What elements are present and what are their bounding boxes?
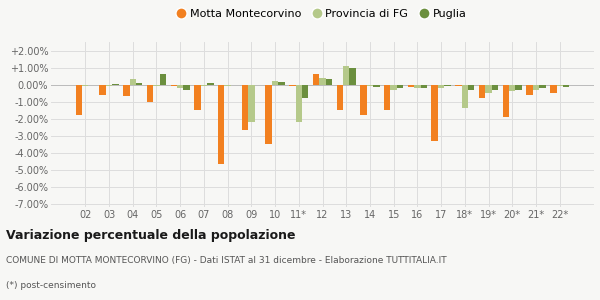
- Bar: [349, 68, 356, 85]
- Bar: [278, 82, 284, 85]
- Bar: [296, 85, 302, 122]
- Bar: [160, 74, 166, 85]
- Bar: [82, 85, 88, 86]
- Bar: [272, 81, 278, 85]
- Text: Variazione percentuale della popolazione: Variazione percentuale della popolazione: [6, 230, 296, 242]
- Bar: [431, 85, 438, 141]
- Bar: [136, 83, 142, 85]
- Bar: [479, 85, 485, 98]
- Bar: [242, 85, 248, 130]
- Bar: [408, 85, 414, 87]
- Bar: [384, 85, 391, 110]
- Bar: [100, 85, 106, 95]
- Bar: [207, 83, 214, 85]
- Bar: [563, 85, 569, 87]
- Bar: [200, 85, 207, 86]
- Bar: [194, 85, 200, 110]
- Bar: [509, 85, 515, 91]
- Bar: [414, 85, 421, 88]
- Bar: [289, 85, 296, 86]
- Bar: [254, 85, 261, 86]
- Bar: [515, 85, 522, 90]
- Bar: [533, 85, 539, 90]
- Bar: [184, 85, 190, 90]
- Text: (*) post-censimento: (*) post-censimento: [6, 280, 96, 290]
- Bar: [153, 85, 160, 86]
- Bar: [224, 85, 231, 86]
- Bar: [130, 80, 136, 85]
- Bar: [313, 74, 319, 85]
- Bar: [526, 85, 533, 95]
- Bar: [326, 80, 332, 85]
- Bar: [445, 85, 451, 86]
- Bar: [88, 85, 95, 86]
- Bar: [421, 85, 427, 88]
- Bar: [397, 85, 403, 88]
- Bar: [492, 85, 498, 90]
- Bar: [337, 85, 343, 110]
- Legend: Motta Montecorvino, Provincia di FG, Puglia: Motta Montecorvino, Provincia di FG, Pug…: [176, 6, 469, 21]
- Bar: [112, 84, 119, 85]
- Bar: [455, 85, 461, 86]
- Bar: [539, 85, 545, 88]
- Bar: [343, 66, 349, 85]
- Bar: [76, 85, 82, 115]
- Bar: [248, 85, 254, 122]
- Bar: [361, 85, 367, 115]
- Bar: [231, 85, 237, 86]
- Bar: [123, 85, 130, 96]
- Bar: [468, 85, 475, 90]
- Bar: [550, 85, 557, 93]
- Bar: [147, 85, 153, 101]
- Bar: [367, 85, 373, 86]
- Bar: [302, 85, 308, 98]
- Bar: [177, 85, 184, 88]
- Bar: [438, 85, 445, 88]
- Bar: [170, 85, 177, 86]
- Bar: [485, 85, 492, 93]
- Bar: [218, 85, 224, 164]
- Bar: [373, 85, 380, 87]
- Bar: [557, 85, 563, 86]
- Bar: [319, 78, 326, 85]
- Bar: [503, 85, 509, 117]
- Bar: [265, 85, 272, 144]
- Bar: [461, 85, 468, 108]
- Bar: [391, 85, 397, 90]
- Text: COMUNE DI MOTTA MONTECORVINO (FG) - Dati ISTAT al 31 dicembre - Elaborazione TUT: COMUNE DI MOTTA MONTECORVINO (FG) - Dati…: [6, 256, 446, 266]
- Bar: [106, 85, 112, 86]
